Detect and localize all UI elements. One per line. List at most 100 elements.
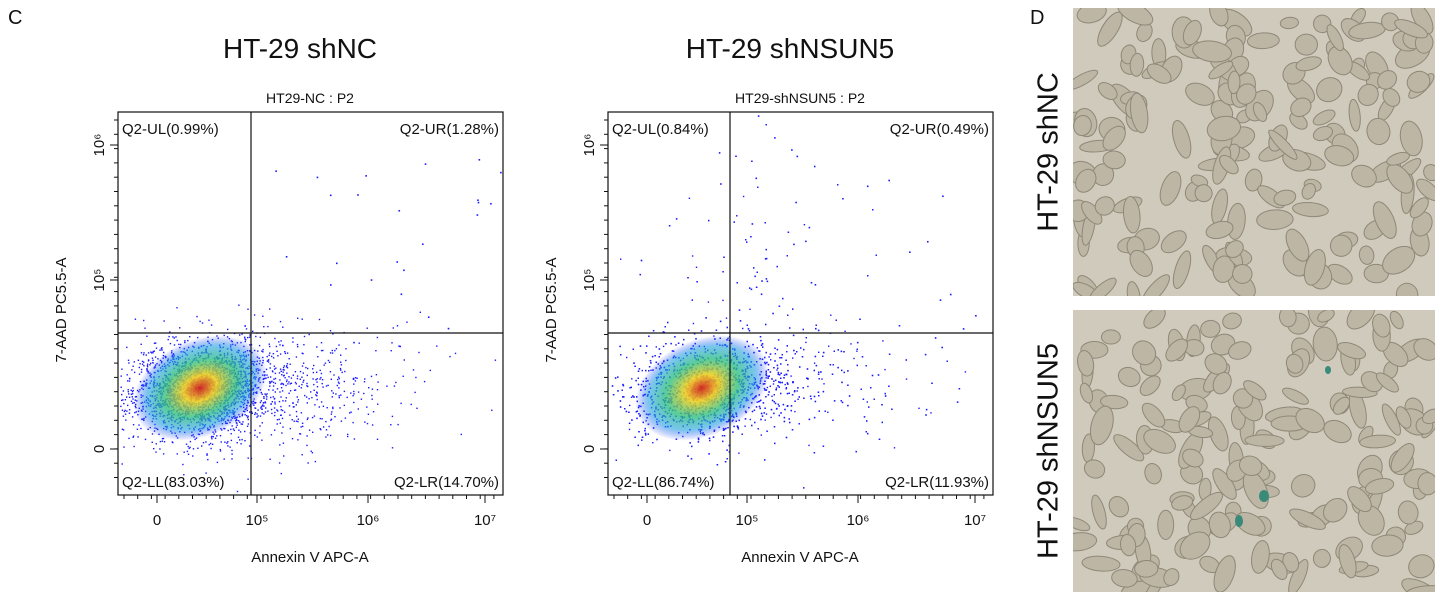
event-dot [234, 430, 235, 431]
event-dot [273, 396, 274, 397]
event-dot [238, 437, 239, 438]
event-dot [184, 452, 185, 453]
event-dot [743, 196, 744, 197]
event-dot [263, 402, 264, 403]
event-dot [255, 412, 256, 413]
event-dot [126, 347, 127, 348]
event-dot [282, 426, 283, 427]
event-dot [691, 458, 692, 459]
event-dot [261, 400, 262, 401]
event-dot [143, 354, 144, 355]
event-dot [861, 389, 862, 390]
event-dot [282, 345, 283, 346]
event-dot [269, 383, 270, 384]
event-dot [153, 448, 154, 449]
event-dot [306, 435, 307, 436]
event-dot [872, 209, 873, 210]
event-dot [260, 402, 261, 403]
event-dot [306, 383, 307, 384]
event-dot [138, 360, 139, 361]
event-dot [745, 239, 746, 240]
event-dot [332, 352, 333, 353]
event-dot [617, 376, 618, 377]
event-dot [247, 417, 248, 418]
event-dot [254, 314, 255, 315]
event-dot [273, 353, 274, 354]
event-dot [352, 422, 353, 423]
event-dot [125, 414, 126, 415]
event-dot [247, 337, 248, 338]
event-dot [284, 377, 285, 378]
event-dot [148, 352, 149, 353]
x-tick-label: 0 [153, 512, 161, 529]
event-dot [283, 455, 284, 456]
event-dot [856, 451, 857, 452]
event-dot [629, 387, 630, 388]
event-dot [340, 369, 341, 370]
event-dot [411, 404, 412, 405]
event-dot [220, 449, 221, 450]
event-dot [780, 412, 781, 413]
event-dot [787, 315, 788, 316]
event-dot [315, 379, 316, 380]
event-dot [770, 386, 771, 387]
event-dot [159, 350, 160, 351]
event-dot [906, 359, 907, 360]
event-dot [211, 438, 212, 439]
event-dot [268, 361, 269, 362]
event-dot [127, 374, 128, 375]
event-dot [323, 426, 324, 427]
event-dot [148, 360, 149, 361]
event-dot [317, 177, 319, 179]
event-dot [332, 407, 333, 408]
event-dot [208, 320, 209, 321]
event-dot [263, 413, 264, 414]
event-dot [809, 419, 810, 420]
event-dot [787, 345, 788, 346]
event-dot [138, 424, 139, 425]
event-dot [182, 464, 183, 465]
event-dot [455, 353, 456, 354]
event-dot [375, 350, 376, 351]
event-dot [262, 349, 263, 350]
event-dot [271, 381, 272, 382]
event-dot [353, 378, 354, 379]
event-dot [866, 431, 867, 432]
event-dot [754, 276, 755, 277]
event-dot [320, 418, 321, 419]
event-dot [415, 377, 416, 378]
event-dot [296, 383, 297, 384]
event-dot [634, 366, 635, 367]
event-dot [425, 163, 427, 165]
event-dot [891, 409, 892, 410]
event-dot [372, 424, 373, 425]
event-dot [330, 195, 332, 197]
event-dot [708, 301, 709, 302]
event-dot [773, 381, 774, 382]
event-dot [640, 345, 641, 346]
event-dot [290, 428, 291, 429]
event-dot [290, 383, 291, 384]
event-dot [477, 214, 479, 216]
event-dot [333, 392, 334, 393]
event-dot [734, 221, 735, 222]
event-dot [316, 381, 317, 382]
event-dot [754, 410, 755, 411]
event-dot [725, 461, 726, 462]
event-dot [633, 362, 634, 363]
event-dot [193, 448, 194, 449]
event-dot [291, 377, 292, 378]
event-dot [850, 343, 851, 344]
event-dot [638, 431, 639, 432]
event-dot [339, 378, 340, 379]
event-dot [803, 487, 804, 488]
event-dot [759, 406, 760, 407]
event-dot [262, 316, 263, 317]
event-dot [257, 436, 258, 437]
event-dot [391, 342, 392, 343]
event-dot [866, 365, 867, 366]
event-dot [267, 377, 268, 378]
event-dot [168, 336, 169, 337]
event-dot [123, 403, 124, 404]
